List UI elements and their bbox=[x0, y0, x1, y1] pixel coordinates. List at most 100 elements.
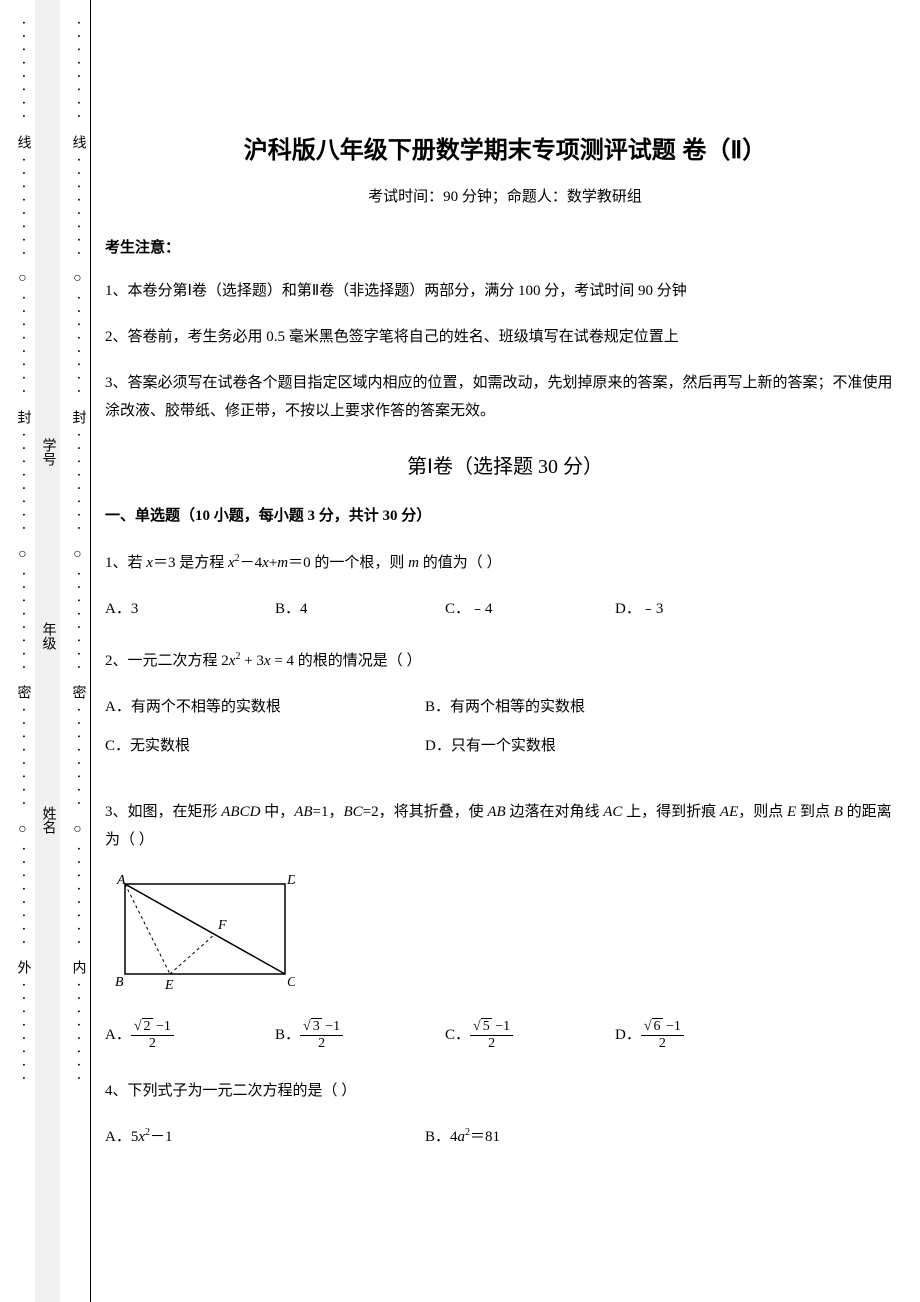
notice-item: 2、答卷前，考生务必用 0.5 毫米黑色签字笔将自己的姓名、班级填写在试卷规定位… bbox=[105, 323, 905, 351]
margin-label: 密 bbox=[13, 685, 33, 699]
opt-text: A．5 bbox=[105, 1129, 138, 1145]
margin-label: 线 bbox=[68, 135, 88, 149]
margin-label: 外 bbox=[13, 960, 33, 974]
option-d: D．﹣3 bbox=[615, 597, 785, 618]
section-title: 第Ⅰ卷（选择题 30 分） bbox=[105, 450, 905, 479]
q3-var: AB bbox=[294, 804, 312, 820]
margin-dots: ········ bbox=[69, 846, 87, 953]
q3-diagram: A D B C E F bbox=[115, 874, 905, 999]
option-a: A．2 −12 bbox=[105, 1019, 275, 1052]
diagram-label-a: A bbox=[116, 874, 126, 888]
q2-text: = 4 的根的情况是（ ） bbox=[271, 653, 422, 669]
option-a: A．有两个不相等的实数根 bbox=[105, 695, 425, 716]
margin-dots: ········ bbox=[14, 20, 32, 127]
option-b: B．3 −12 bbox=[275, 1019, 445, 1052]
margin-circle: ○ bbox=[73, 547, 81, 563]
q3-text: 3、如图，在矩形 bbox=[105, 804, 221, 820]
q1-text: 1、若 bbox=[105, 555, 146, 571]
margin-dots: ········ bbox=[69, 571, 87, 678]
margin-dots: ········ bbox=[14, 571, 32, 678]
question-1: 1、若 x＝3 是方程 x2－4x+m＝0 的一个根，则 m 的值为（ ） bbox=[105, 545, 905, 577]
main-content: 沪科版八年级下册数学期末专项测评试题 卷（Ⅱ） 考试时间：90 分钟；命题人：数… bbox=[105, 0, 905, 1189]
margin-circle: ○ bbox=[73, 822, 81, 838]
option-b: B．4a2＝81 bbox=[425, 1125, 745, 1146]
margin-dots: ········ bbox=[69, 432, 87, 539]
margin-label: 线 bbox=[13, 135, 33, 149]
opt-text: B．4 bbox=[425, 1129, 458, 1145]
margin-label: 封 bbox=[68, 410, 88, 424]
q3-var: BC bbox=[344, 804, 363, 820]
option-a: A．3 bbox=[105, 597, 275, 618]
notice-item: 1、本卷分第Ⅰ卷（选择题）和第Ⅱ卷（非选择题）两部分，满分 100 分，考试时间… bbox=[105, 277, 905, 305]
q3-text: =2，将其折叠，使 bbox=[363, 804, 488, 820]
q3-text: =1， bbox=[313, 804, 344, 820]
exam-title: 沪科版八年级下册数学期末专项测评试题 卷（Ⅱ） bbox=[105, 130, 905, 165]
option-b: B．有两个相等的实数根 bbox=[425, 695, 745, 716]
notice-header: 考生注意： bbox=[105, 236, 905, 257]
q2-text: + 3 bbox=[240, 653, 263, 669]
q1-text: ＝3 是方程 bbox=[153, 555, 228, 571]
inner-margin-column: ········ 线 ········ ○ ········ 封 ·······… bbox=[65, 0, 90, 1302]
q3-text: 中， bbox=[260, 804, 294, 820]
opt-prefix: C． bbox=[445, 1027, 470, 1043]
q4-options: A．5x2－1 B．4a2＝81 bbox=[105, 1125, 905, 1164]
q3-options: A．2 −12 B．3 −12 C．5 −12 D．6 −12 bbox=[105, 1019, 905, 1052]
opt-prefix: D． bbox=[615, 1027, 641, 1043]
opt-var: x bbox=[138, 1129, 145, 1145]
q1-text: + bbox=[269, 555, 277, 571]
opt-var: a bbox=[458, 1129, 466, 1145]
margin-circle: ○ bbox=[18, 547, 26, 563]
margin-dots: ········ bbox=[14, 982, 32, 1089]
notice-item: 3、答案必须写在试卷各个题目指定区域内相应的位置，如需改动，先划掉原来的答案，然… bbox=[105, 369, 905, 425]
margin-dots: ········ bbox=[69, 20, 87, 127]
option-c: C．﹣4 bbox=[445, 597, 615, 618]
q1-var: x bbox=[228, 555, 235, 571]
option-d: D．6 −12 bbox=[615, 1019, 785, 1052]
margin-dots: ········ bbox=[14, 846, 32, 953]
question-group-header: 一、单选题（10 小题，每小题 3 分，共计 30 分） bbox=[105, 504, 905, 525]
question-2: 2、一元二次方程 2x2 + 3x = 4 的根的情况是（ ） bbox=[105, 643, 905, 675]
diagram-label-c: C bbox=[287, 975, 295, 990]
option-c: C．5 −12 bbox=[445, 1019, 615, 1052]
margin-dots: ········ bbox=[14, 432, 32, 539]
margin-dots: ········ bbox=[69, 157, 87, 264]
q2-text: 2、一元二次方程 2 bbox=[105, 653, 229, 669]
opt-prefix: B． bbox=[275, 1027, 300, 1043]
q1-var: m bbox=[408, 555, 419, 571]
margin-dots: ········ bbox=[14, 295, 32, 402]
margin-label: 封 bbox=[13, 410, 33, 424]
margin-label: 内 bbox=[68, 960, 88, 974]
name-label: 姓名 bbox=[38, 806, 58, 834]
q2-options: A．有两个不相等的实数根 B．有两个相等的实数根 C．无实数根 D．只有一个实数… bbox=[105, 695, 905, 773]
q3-text: 到点 bbox=[796, 804, 834, 820]
q3-var: AE bbox=[720, 804, 738, 820]
grade-label: 年级 bbox=[38, 622, 58, 650]
q3-var: AB bbox=[487, 804, 505, 820]
opt-prefix: A． bbox=[105, 1027, 131, 1043]
q1-var: x bbox=[146, 555, 153, 571]
rectangle-fold-diagram: A D B C E F bbox=[115, 874, 295, 994]
exam-subtitle: 考试时间：90 分钟；命题人：数学教研组 bbox=[105, 185, 905, 206]
q1-options: A．3 B．4 C．﹣4 D．﹣3 bbox=[105, 597, 905, 618]
margin-circle: ○ bbox=[18, 271, 26, 287]
margin-label: 密 bbox=[68, 685, 88, 699]
q3-var: E bbox=[787, 804, 796, 820]
diagram-label-f: F bbox=[217, 918, 227, 933]
q1-text: －4 bbox=[240, 555, 263, 571]
q2-var: x bbox=[264, 653, 271, 669]
margin-dots: ········ bbox=[69, 982, 87, 1089]
student-id-label: 学号 bbox=[38, 438, 58, 466]
option-d: D．只有一个实数根 bbox=[425, 734, 745, 755]
diagram-label-d: D bbox=[286, 874, 295, 888]
q1-var: m bbox=[277, 555, 288, 571]
student-info-column: 学号 年级 姓名 bbox=[35, 0, 60, 1302]
diagram-label-b: B bbox=[115, 975, 124, 990]
q1-var: x bbox=[262, 555, 269, 571]
q3-text: 边落在对角线 bbox=[506, 804, 604, 820]
vertical-divider bbox=[90, 0, 91, 1302]
opt-text: ＝81 bbox=[470, 1129, 500, 1145]
opt-text: －1 bbox=[150, 1129, 173, 1145]
margin-circle: ○ bbox=[73, 271, 81, 287]
outer-margin-column: ········ 线 ········ ○ ········ 封 ·······… bbox=[10, 0, 35, 1302]
q1-text: 的值为（ ） bbox=[419, 555, 502, 571]
